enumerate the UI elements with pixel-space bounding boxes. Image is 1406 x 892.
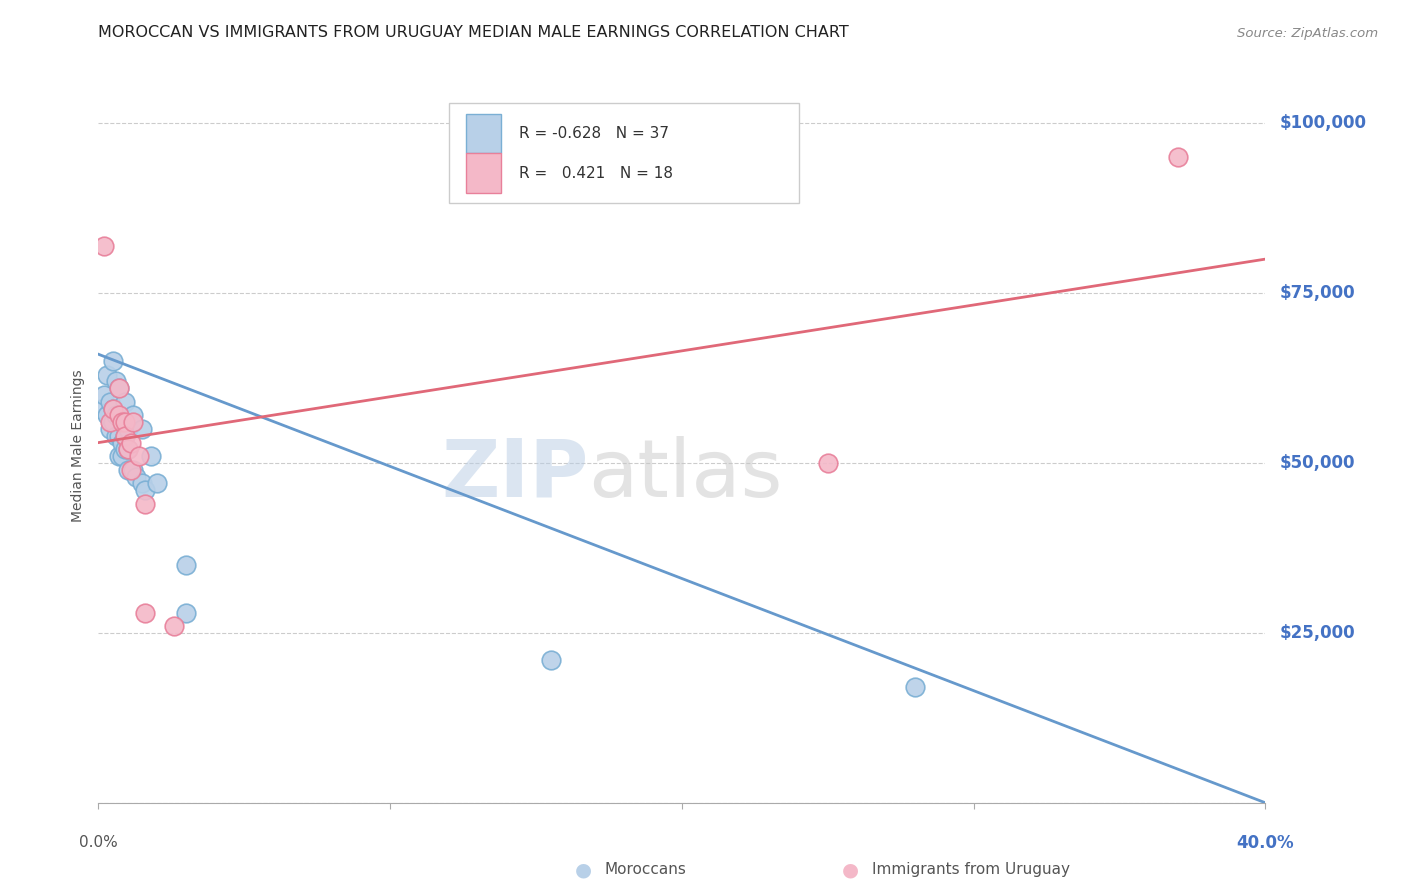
Point	[904, 680, 927, 694]
Point	[131, 422, 153, 436]
Point	[114, 429, 136, 443]
Point	[98, 422, 121, 436]
Text: atlas: atlas	[589, 435, 783, 514]
Text: Source: ZipAtlas.com: Source: ZipAtlas.com	[1237, 27, 1378, 40]
Text: $75,000: $75,000	[1279, 284, 1355, 302]
Point	[122, 463, 145, 477]
Point	[108, 381, 131, 395]
Text: 40.0%: 40.0%	[1237, 834, 1294, 852]
Point	[104, 409, 127, 423]
Text: Immigrants from Uruguay: Immigrants from Uruguay	[872, 863, 1070, 877]
Point	[125, 469, 148, 483]
Bar	[449, 103, 799, 203]
Point	[117, 442, 139, 457]
Bar	[465, 114, 501, 153]
Point	[163, 619, 186, 633]
Point	[146, 476, 169, 491]
Point	[120, 435, 142, 450]
Point	[817, 456, 839, 470]
Point	[108, 449, 131, 463]
Text: ●: ●	[575, 860, 592, 880]
Point	[131, 476, 153, 491]
Point	[174, 558, 197, 572]
Point	[134, 497, 156, 511]
Point	[96, 409, 118, 423]
Point	[104, 375, 127, 389]
Point	[101, 401, 124, 416]
Text: ZIP: ZIP	[441, 435, 589, 514]
Point	[139, 449, 162, 463]
Text: ●: ●	[842, 860, 859, 880]
Text: 0.0%: 0.0%	[79, 836, 118, 850]
Point	[117, 422, 139, 436]
Point	[120, 463, 142, 477]
Point	[111, 415, 134, 429]
Point	[93, 238, 115, 252]
Point	[108, 429, 131, 443]
Point	[122, 409, 145, 423]
Point	[101, 354, 124, 368]
Point	[174, 606, 197, 620]
Y-axis label: Median Male Earnings: Median Male Earnings	[72, 369, 86, 523]
Point	[128, 449, 150, 463]
Point	[111, 449, 134, 463]
Text: $25,000: $25,000	[1279, 624, 1355, 642]
Point	[111, 415, 134, 429]
Bar	[465, 153, 501, 193]
Point	[117, 442, 139, 457]
Point	[114, 394, 136, 409]
Point	[114, 415, 136, 429]
Point	[101, 415, 124, 429]
Point	[108, 409, 131, 423]
Point	[114, 429, 136, 443]
Point	[101, 401, 124, 416]
Text: MOROCCAN VS IMMIGRANTS FROM URUGUAY MEDIAN MALE EARNINGS CORRELATION CHART: MOROCCAN VS IMMIGRANTS FROM URUGUAY MEDI…	[98, 25, 849, 40]
Text: Moroccans: Moroccans	[605, 863, 686, 877]
Point	[540, 653, 562, 667]
Point	[117, 463, 139, 477]
Point	[108, 381, 131, 395]
Text: R = -0.628   N = 37: R = -0.628 N = 37	[519, 127, 668, 141]
Point	[104, 429, 127, 443]
Point	[93, 388, 115, 402]
Point	[98, 394, 121, 409]
Text: R =   0.421   N = 18: R = 0.421 N = 18	[519, 166, 672, 180]
Point	[98, 415, 121, 429]
Point	[90, 401, 112, 416]
Text: $50,000: $50,000	[1279, 454, 1355, 472]
Point	[122, 415, 145, 429]
Point	[96, 368, 118, 382]
Point	[111, 435, 134, 450]
Point	[108, 409, 131, 423]
Point	[114, 442, 136, 457]
Point	[1167, 150, 1189, 164]
Text: $100,000: $100,000	[1279, 114, 1367, 132]
Point	[134, 606, 156, 620]
Point	[134, 483, 156, 498]
